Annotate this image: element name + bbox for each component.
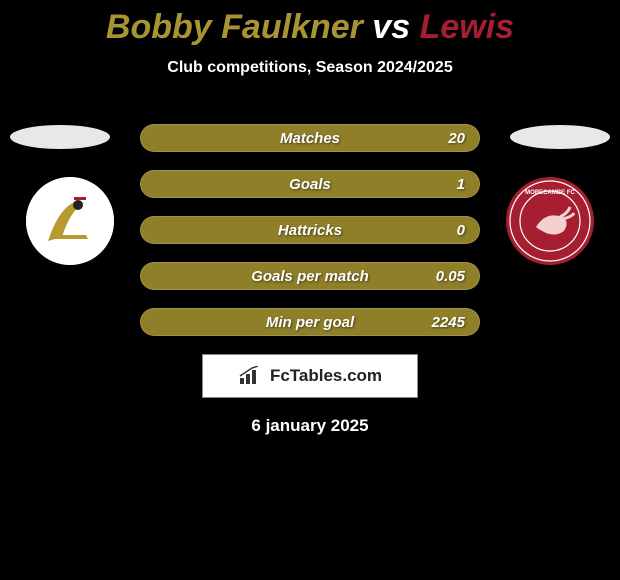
stat-value: 0 xyxy=(457,222,465,239)
stat-row-mpg: Min per goal 2245 xyxy=(140,308,480,336)
team-badge-right: MORECAMBE FC xyxy=(506,177,594,265)
stat-label: Min per goal xyxy=(266,314,354,331)
ellipse-left xyxy=(10,125,110,149)
title-vs: vs xyxy=(363,8,420,46)
stat-label: Goals xyxy=(289,176,331,193)
footer-date: 6 january 2025 xyxy=(140,416,480,436)
stats-container: Matches 20 Goals 1 Hattricks 0 Goals per… xyxy=(140,124,480,436)
stat-row-gpm: Goals per match 0.05 xyxy=(140,262,480,290)
stat-row-hattricks: Hattricks 0 xyxy=(140,216,480,244)
ellipse-right xyxy=(510,125,610,149)
stat-label: Hattricks xyxy=(278,222,342,239)
stat-value: 20 xyxy=(448,130,465,147)
svg-text:MORECAMBE FC: MORECAMBE FC xyxy=(525,190,575,196)
stat-value: 2245 xyxy=(432,314,465,331)
stat-row-goals: Goals 1 xyxy=(140,170,480,198)
stat-label: Matches xyxy=(280,130,340,147)
brand-text: FcTables.com xyxy=(270,366,382,386)
doncaster-badge-icon xyxy=(26,177,114,265)
bar-chart-icon xyxy=(238,366,264,386)
morecambe-badge-icon: MORECAMBE FC xyxy=(506,177,594,265)
stat-label: Goals per match xyxy=(251,268,369,285)
page-title: Bobby Faulkner vs Lewis xyxy=(0,0,620,47)
team-badge-left xyxy=(26,177,114,265)
title-player2: Lewis xyxy=(420,8,514,46)
stat-value: 1 xyxy=(457,176,465,193)
subtitle: Club competitions, Season 2024/2025 xyxy=(0,59,620,77)
stat-value: 0.05 xyxy=(436,268,465,285)
title-player1: Bobby Faulkner xyxy=(106,8,363,46)
stat-row-matches: Matches 20 xyxy=(140,124,480,152)
brand-box[interactable]: FcTables.com xyxy=(202,354,418,398)
